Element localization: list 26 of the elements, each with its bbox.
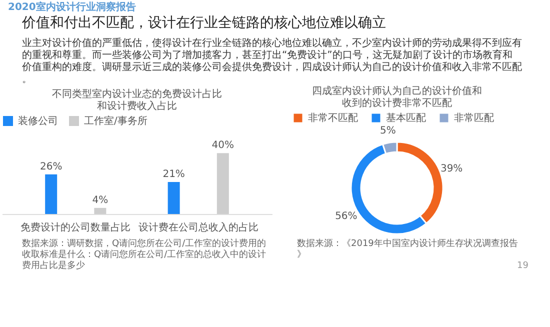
legend-label: 工作室/事务所 <box>84 115 148 127</box>
source-note: 数据来源：调研数据，Q请问您所在公司/工作室的设计费用的收取标准是什么：Q请问您所在公司/工作室的总收入中的设计费用占比是多少 <box>22 238 266 271</box>
bar <box>216 153 229 214</box>
source-note: 数据来源：《2019年中国室内设计师生存状况调查报告》 <box>297 238 518 260</box>
legend-label: 装修公司 <box>18 115 58 127</box>
bar <box>45 174 58 214</box>
data-label: 40% <box>212 140 234 152</box>
data-label: 21% <box>162 169 185 180</box>
x-tick-label: 免费设计的公司数量占比 <box>20 222 131 234</box>
data-label: 56% <box>335 210 358 222</box>
data-label: 26% <box>40 161 62 172</box>
text: 19 <box>517 261 529 271</box>
data-label: 39% <box>440 163 463 174</box>
bar <box>94 208 106 214</box>
bar <box>168 182 180 214</box>
legend-label: 非常匹配 <box>454 112 494 124</box>
data-label: 5% <box>380 126 396 137</box>
chart-title: 四成室内设计师认为自己的设计价值和收到的设计费非常不匹配 <box>312 85 482 109</box>
legend-label: 非常不匹配 <box>308 112 358 124</box>
text: 价值和付出不匹配，设计在行业全链路的核心地位难以确立 <box>21 15 386 31</box>
data-label: 4% <box>92 194 108 206</box>
legend-label: 基本匹配 <box>386 112 426 124</box>
chart-title: 不同类型室内设计业态的免费设计占比和设计费收入占比 <box>52 88 222 112</box>
x-tick-label: 设计费在公司总收入的占比 <box>138 222 258 234</box>
text: 2020室内设计行业洞察报告 <box>8 1 136 13</box>
text: 业主对设计价值的严重低估，使得设计在行业全链路的核心地位难以确立，不少室内设计师的劳动成果得不到应有的重视和尊重。而一些装修公司为了增加揽客力，甚至打出“免费设计”的口号，这无疑加剧了设计的市场教育和价值重构的难度。调研显示近三成的装修公司会提供免费设计，四成设计师认为自己的设计价值和收入非常不匹配。 <box>21 37 522 85</box>
